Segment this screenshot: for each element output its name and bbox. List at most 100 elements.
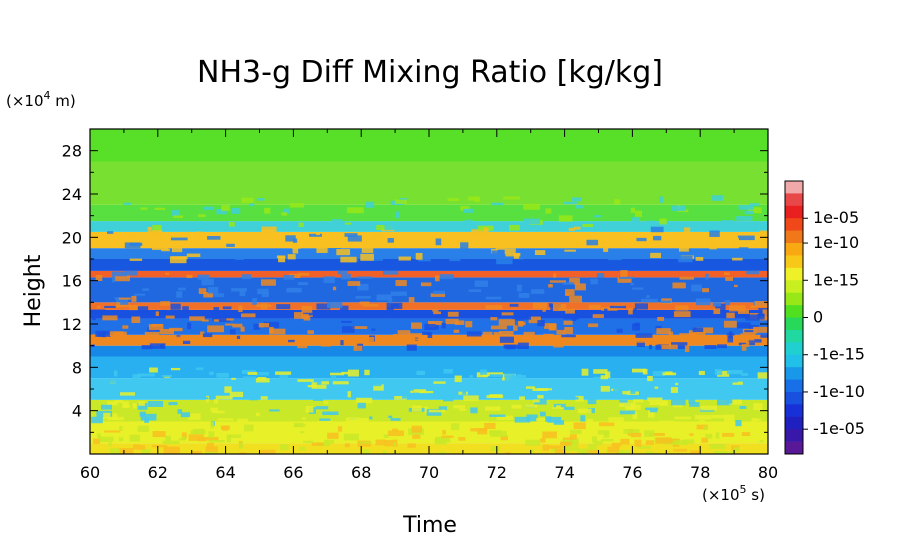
heatmap-cell: [141, 449, 151, 454]
heatmap-cell: [547, 416, 562, 423]
heatmap-cell: [701, 437, 709, 443]
heatmap-cell: [740, 333, 756, 339]
heatmap-cell: [112, 413, 118, 421]
heatmap-cell: [147, 226, 152, 234]
heatmap-cell: [614, 199, 621, 205]
heatmap-cell: [720, 220, 735, 224]
heatmap-cell: [647, 397, 663, 402]
heatmap-cell: [297, 343, 308, 349]
heatmap-cell: [339, 305, 349, 312]
heatmap-cell: [169, 256, 187, 264]
heatmap-cell: [533, 399, 540, 403]
heatmap-cell: [479, 421, 489, 427]
heatmap-cell: [695, 298, 711, 306]
heatmap-cell: [516, 284, 522, 292]
heatmap-cell: [332, 286, 337, 291]
heatmap-cell: [565, 308, 575, 314]
heatmap-cell: [633, 399, 644, 403]
heatmap-cell: [202, 436, 219, 441]
heatmap-cell: [598, 422, 615, 427]
heatmap-cell: [767, 200, 768, 205]
heatmap-cell: [500, 435, 508, 441]
heatmap-cell: [661, 344, 678, 350]
heatmap-cell: [344, 233, 358, 237]
heatmap-cell: [261, 229, 275, 234]
heatmap-cell: [140, 207, 148, 210]
heatmap-cell: [364, 369, 370, 376]
heatmap-cell: [600, 375, 609, 380]
heatmap-cell: [720, 380, 738, 383]
heatmap-cell: [702, 378, 706, 386]
heatmap-cell: [445, 318, 459, 325]
heatmap-cell: [645, 220, 657, 227]
heatmap-cell: [613, 387, 629, 392]
heatmap-cell: [662, 372, 677, 376]
heatmap-cell: [91, 334, 100, 340]
heatmap-cell: [347, 369, 359, 377]
heatmap-cell: [115, 298, 129, 305]
heatmap-cell: [340, 256, 357, 263]
heatmap-cell: [582, 223, 594, 227]
colorbar-label: 1e-05: [813, 208, 859, 227]
colorbar-swatch: [785, 329, 803, 343]
heatmap-cell: [741, 432, 751, 436]
heatmap-cell: [114, 297, 121, 300]
heatmap-cell: [188, 434, 204, 441]
heatmap-cell: [119, 425, 123, 431]
heatmap-cell: [703, 425, 707, 431]
heatmap-cell: [422, 331, 431, 335]
heatmap-cell: [511, 404, 522, 409]
heatmap-cell: [526, 414, 538, 422]
heatmap-cell: [528, 316, 541, 324]
heatmap-cell: [594, 440, 603, 446]
heatmap-cell: [344, 443, 350, 448]
heatmap-cell: [172, 387, 186, 392]
heatmap-cell: [646, 295, 650, 298]
heatmap-cell: [241, 197, 254, 203]
heatmap-cell: [330, 375, 337, 381]
heatmap-cell: [466, 331, 482, 337]
x-tick-label: 74: [554, 463, 574, 482]
heatmap-cell: [548, 326, 556, 331]
heatmap-cell: [222, 306, 232, 310]
heatmap-cell: [232, 323, 243, 328]
heatmap-cell: [727, 335, 734, 343]
heatmap-cell: [673, 448, 688, 452]
heatmap-cell: [398, 256, 411, 261]
heatmap-cell: [140, 413, 157, 421]
heatmap-cell: [213, 307, 220, 314]
heatmap-cell: [191, 450, 202, 454]
heatmap-cell: [383, 434, 389, 439]
heatmap-cell: [110, 448, 121, 454]
heatmap-cell: [696, 424, 708, 430]
heatmap-cell: [186, 253, 201, 258]
heatmap-cell: [95, 274, 103, 281]
heatmap-cell: [260, 449, 276, 454]
colorbar-swatch: [785, 230, 803, 244]
heatmap-cell: [319, 418, 331, 421]
heatmap-cell: [192, 428, 205, 435]
colorbar-label: 1e-15: [813, 270, 859, 289]
heatmap-cell: [577, 408, 592, 414]
heatmap-cell: [632, 287, 644, 290]
x-axis: 60 62 64 66 68 70 72 74 76 78 80: [80, 129, 778, 482]
heatmap-cell: [415, 252, 423, 260]
heatmap-cell: [460, 205, 470, 211]
heatmap-cell: [580, 415, 586, 422]
heatmap-cell: [187, 322, 192, 330]
heatmap-cell: [303, 440, 314, 444]
heatmap-cell: [447, 311, 459, 317]
heatmap-cell: [236, 335, 241, 340]
heatmap-cell: [438, 451, 447, 454]
heatmap-cell: [373, 384, 384, 391]
heatmap-cell: [434, 275, 440, 282]
heatmap-cell: [411, 425, 422, 433]
heatmap-cell: [657, 316, 665, 321]
heatmap-cell: [570, 429, 582, 434]
heatmap-cell: [132, 374, 141, 381]
heatmap-cell: [484, 406, 501, 411]
heatmap-cell: [224, 386, 232, 393]
heatmap-cell: [563, 314, 580, 320]
heatmap-cell: [523, 313, 531, 320]
heatmap-cell: [370, 237, 376, 241]
